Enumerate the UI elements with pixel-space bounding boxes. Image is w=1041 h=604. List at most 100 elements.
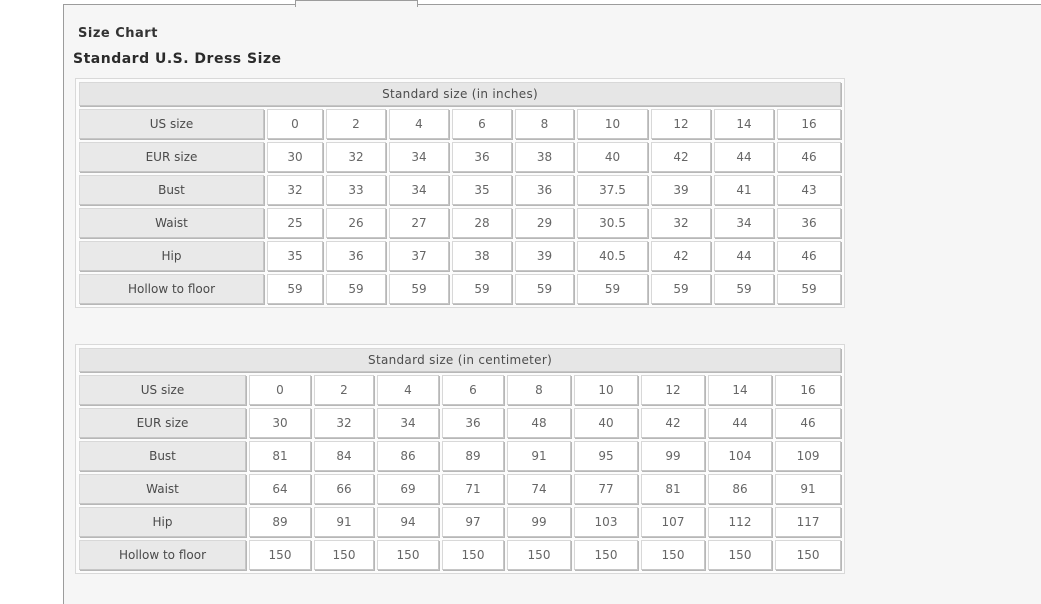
size-value-cell: 36 — [442, 408, 504, 438]
size-value-cell: 39 — [651, 175, 711, 205]
size-value-cell: 150 — [775, 540, 842, 570]
size-value-cell: 8 — [515, 109, 574, 139]
row-label-cell: US size — [79, 375, 246, 405]
row-label-cell: Hip — [79, 507, 246, 537]
size-value-cell: 40 — [577, 142, 648, 172]
table-row: EUR size 30 32 34 36 48 40 42 44 46 — [79, 408, 842, 438]
size-value-cell: 44 — [708, 408, 772, 438]
size-value-cell: 36 — [452, 142, 512, 172]
table-title-row: Standard size (in centimeter) — [79, 348, 842, 372]
size-value-cell: 112 — [708, 507, 772, 537]
size-value-cell: 34 — [389, 142, 449, 172]
size-value-cell: 42 — [641, 408, 705, 438]
size-value-cell: 10 — [577, 109, 648, 139]
size-value-cell: 71 — [442, 474, 504, 504]
size-value-cell: 32 — [267, 175, 323, 205]
size-value-cell: 12 — [641, 375, 705, 405]
size-value-cell: 2 — [326, 109, 386, 139]
size-value-cell: 35 — [452, 175, 512, 205]
size-value-cell: 150 — [708, 540, 772, 570]
size-value-cell: 39 — [515, 241, 574, 271]
size-value-cell: 14 — [714, 109, 774, 139]
size-value-cell: 30 — [249, 408, 311, 438]
size-value-cell: 4 — [389, 109, 449, 139]
table-row: Bust 32 33 34 35 36 37.5 39 41 43 — [79, 175, 842, 205]
size-value-cell: 46 — [775, 408, 842, 438]
size-value-cell: 26 — [326, 208, 386, 238]
size-value-cell: 150 — [574, 540, 638, 570]
size-value-cell: 150 — [377, 540, 439, 570]
size-value-cell: 38 — [515, 142, 574, 172]
size-value-cell: 59 — [515, 274, 574, 304]
size-value-cell: 4 — [377, 375, 439, 405]
table-title-row: Standard size (in inches) — [79, 82, 842, 106]
size-value-cell: 117 — [775, 507, 842, 537]
size-value-cell: 107 — [641, 507, 705, 537]
size-value-cell: 48 — [507, 408, 571, 438]
row-label-cell: Bust — [79, 441, 246, 471]
size-value-cell: 36 — [326, 241, 386, 271]
size-value-cell: 150 — [641, 540, 705, 570]
size-value-cell: 59 — [577, 274, 648, 304]
table-row: Hollow to floor 150 150 150 150 150 150 150 150 1… — [79, 540, 842, 570]
size-value-cell: 29 — [515, 208, 574, 238]
table-row: Hip 89 91 94 97 99 103 107 112 117 — [79, 507, 842, 537]
size-value-cell: 91 — [314, 507, 374, 537]
size-value-cell: 0 — [249, 375, 311, 405]
size-value-cell: 34 — [389, 175, 449, 205]
size-value-cell: 43 — [777, 175, 842, 205]
size-value-cell: 16 — [777, 109, 842, 139]
size-value-cell: 27 — [389, 208, 449, 238]
size-value-cell: 30 — [267, 142, 323, 172]
size-table-centimeter: Standard size (in centimeter) US size 0 2 4… — [75, 344, 846, 574]
table-row: US size 0 2 4 6 8 10 12 14 16 — [79, 109, 842, 139]
size-value-cell: 81 — [249, 441, 311, 471]
size-value-cell: 69 — [377, 474, 439, 504]
row-label-cell: EUR size — [79, 142, 264, 172]
row-label-cell: EUR size — [79, 408, 246, 438]
size-value-cell: 64 — [249, 474, 311, 504]
size-value-cell: 89 — [442, 441, 504, 471]
table-row: EUR size 30 32 34 36 38 40 42 44 46 — [79, 142, 842, 172]
size-value-cell: 99 — [641, 441, 705, 471]
size-value-cell: 89 — [249, 507, 311, 537]
row-label-cell: US size — [79, 109, 264, 139]
size-value-cell: 59 — [714, 274, 774, 304]
size-value-cell: 104 — [708, 441, 772, 471]
size-value-cell: 59 — [452, 274, 512, 304]
size-value-cell: 28 — [452, 208, 512, 238]
size-value-cell: 36 — [777, 208, 842, 238]
size-value-cell: 86 — [377, 441, 439, 471]
size-value-cell: 8 — [507, 375, 571, 405]
row-label-cell: Hollow to floor — [79, 274, 264, 304]
size-value-cell: 30.5 — [577, 208, 648, 238]
row-label-cell: Bust — [79, 175, 264, 205]
size-value-cell: 86 — [708, 474, 772, 504]
table-row: Waist 25 26 27 28 29 30.5 32 34 36 — [79, 208, 842, 238]
size-value-cell: 84 — [314, 441, 374, 471]
active-tab-remnant[interactable] — [295, 0, 418, 7]
size-table-inches: Standard size (in inches) US size 0 2 4 6 8 10… — [75, 78, 846, 308]
size-value-cell: 99 — [507, 507, 571, 537]
size-value-cell: 77 — [574, 474, 638, 504]
size-value-cell: 41 — [714, 175, 774, 205]
size-value-cell: 59 — [389, 274, 449, 304]
size-value-cell: 34 — [377, 408, 439, 438]
size-value-cell: 34 — [714, 208, 774, 238]
size-value-cell: 150 — [507, 540, 571, 570]
size-chart-panel: Size Chart Standard U.S. Dress Size Stan… — [63, 4, 1041, 604]
size-value-cell: 109 — [775, 441, 842, 471]
size-value-cell: 35 — [267, 241, 323, 271]
table-row: Waist 64 66 69 71 74 77 81 86 91 — [79, 474, 842, 504]
size-value-cell: 40 — [574, 408, 638, 438]
table-title-inches: Standard size (in inches) — [79, 82, 842, 106]
size-value-cell: 95 — [574, 441, 638, 471]
size-value-cell: 42 — [651, 241, 711, 271]
row-label-cell: Waist — [79, 474, 246, 504]
section-title: Standard U.S. Dress Size — [73, 51, 282, 67]
size-value-cell: 36 — [515, 175, 574, 205]
size-value-cell: 37 — [389, 241, 449, 271]
row-label-cell: Hip — [79, 241, 264, 271]
size-value-cell: 59 — [777, 274, 842, 304]
size-value-cell: 94 — [377, 507, 439, 537]
